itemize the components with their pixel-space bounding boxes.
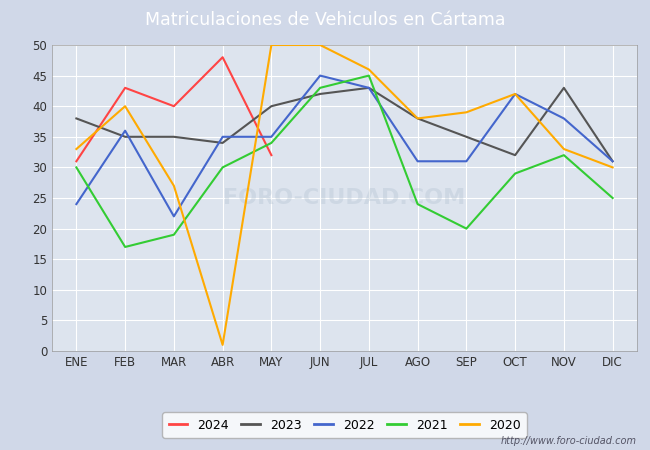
Text: http://www.foro-ciudad.com: http://www.foro-ciudad.com — [501, 436, 637, 446]
Legend: 2024, 2023, 2022, 2021, 2020: 2024, 2023, 2022, 2021, 2020 — [162, 412, 526, 438]
Text: Matriculaciones de Vehiculos en Cártama: Matriculaciones de Vehiculos en Cártama — [145, 11, 505, 29]
Text: FORO-CIUDAD.COM: FORO-CIUDAD.COM — [224, 188, 465, 208]
